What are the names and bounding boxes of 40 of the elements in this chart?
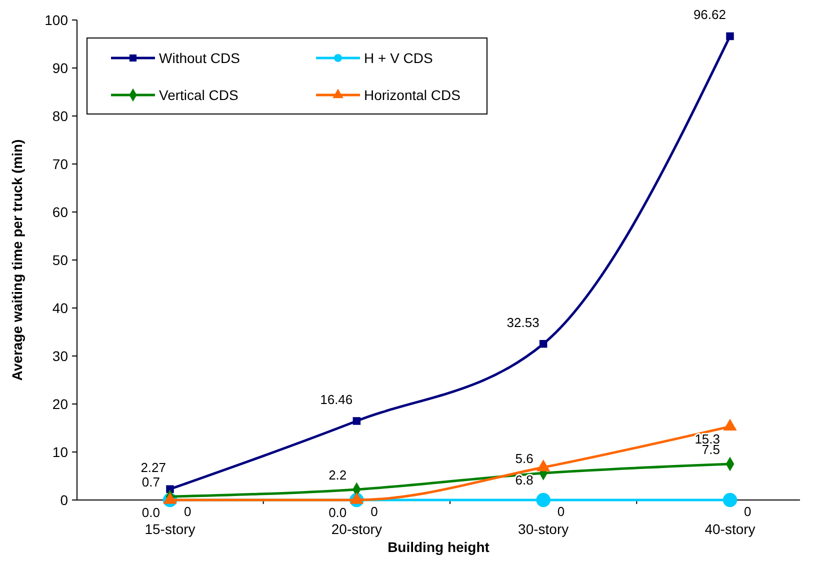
point bbox=[539, 340, 548, 348]
data-label: 96.62 bbox=[693, 7, 726, 22]
data-label: 2.27 bbox=[140, 460, 166, 476]
data-label: 0 bbox=[557, 504, 565, 519]
x-axis-title: Building height bbox=[388, 539, 490, 555]
data-label: 0 bbox=[744, 504, 752, 519]
data-label: 16.46 bbox=[320, 392, 353, 407]
data-label: 0.7 bbox=[142, 474, 160, 490]
legend-label: Without CDS bbox=[159, 50, 240, 66]
legend-label: H + V CDS bbox=[364, 50, 433, 66]
y-tick-label: 60 bbox=[52, 204, 68, 220]
data-label: 6.8 bbox=[515, 472, 534, 488]
x-tick-label: 15-story bbox=[144, 521, 196, 537]
data-label: 0 bbox=[184, 504, 192, 519]
y-tick-label: 80 bbox=[52, 108, 68, 124]
y-tick-label: 30 bbox=[52, 348, 68, 364]
y-axis-title: Average waiting time per truck (min) bbox=[9, 139, 25, 381]
data-label: 0.0 bbox=[142, 505, 160, 520]
legend-label: Horizontal CDS bbox=[364, 86, 460, 103]
y-tick-label: 100 bbox=[44, 12, 68, 28]
y-tick-label: 20 bbox=[52, 396, 68, 412]
point bbox=[722, 492, 738, 508]
y-tick-label: 50 bbox=[52, 252, 68, 268]
legend-label: Vertical CDS bbox=[159, 86, 238, 103]
point bbox=[352, 417, 361, 425]
x-tick-label: 40-story bbox=[704, 521, 756, 537]
y-tick-label: 90 bbox=[52, 60, 68, 76]
y-tick-label: 10 bbox=[52, 444, 68, 460]
data-label: 32.53 bbox=[506, 314, 540, 330]
y-tick-label: 40 bbox=[52, 300, 68, 316]
data-label: 2.2 bbox=[328, 467, 347, 482]
point bbox=[726, 32, 734, 40]
y-tick-label: 0 bbox=[60, 492, 68, 508]
x-tick-label: 30-story bbox=[518, 521, 569, 537]
y-tick-label: 70 bbox=[52, 156, 68, 172]
data-label: 5.6 bbox=[515, 451, 534, 466]
data-label: 0.0 bbox=[328, 505, 347, 520]
point bbox=[536, 492, 550, 508]
x-tick-label: 20-story bbox=[331, 521, 382, 537]
data-label: 0 bbox=[370, 504, 378, 519]
